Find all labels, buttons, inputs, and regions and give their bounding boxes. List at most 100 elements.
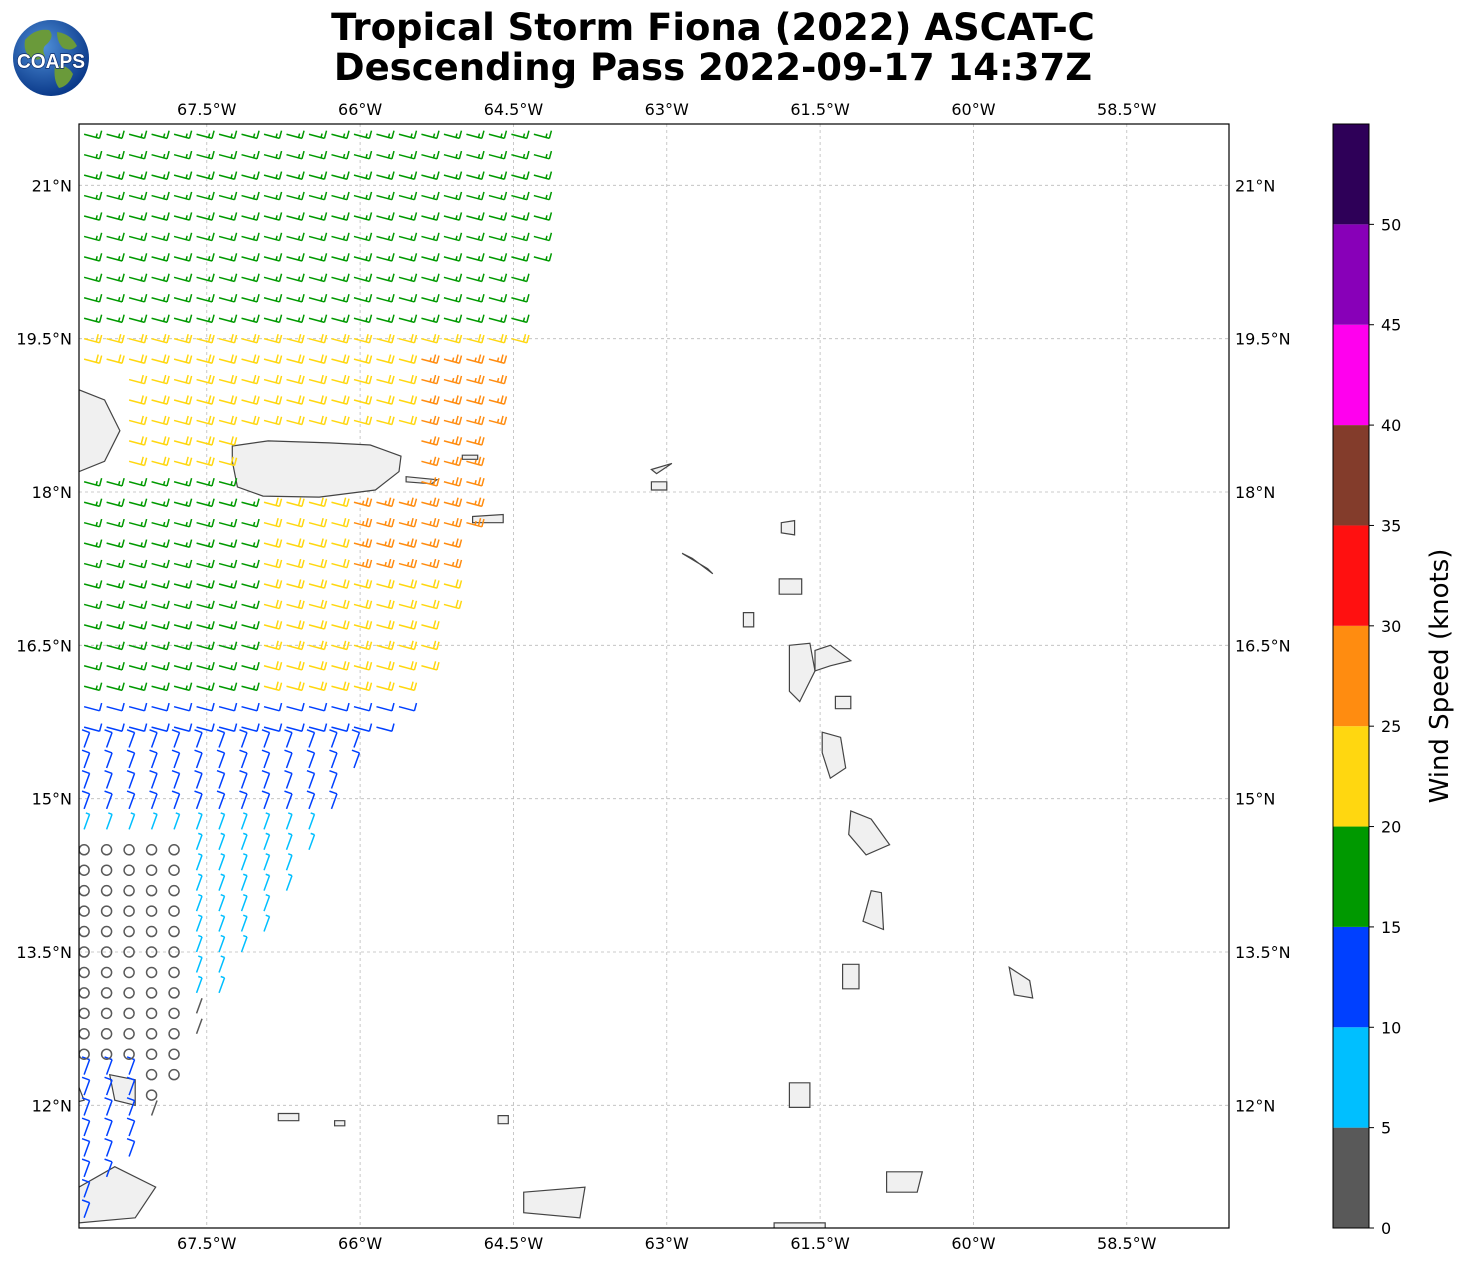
wind-barb [240, 934, 248, 953]
wind-barb [173, 477, 193, 487]
wind-barb [331, 333, 350, 344]
wind-barb [286, 681, 305, 692]
wind-barb [173, 253, 193, 262]
wind-barb [533, 212, 553, 221]
wind-barb [104, 749, 113, 769]
wind-barb [196, 150, 215, 160]
wind-barb [466, 436, 485, 446]
wind-barb [443, 191, 463, 201]
wind-barb [83, 293, 103, 303]
wind-barb [331, 538, 350, 548]
wind-barb [83, 333, 103, 344]
wind-barb [421, 497, 440, 508]
land-dominica [821, 731, 847, 780]
wind-barb [218, 975, 226, 994]
wind-barb [218, 374, 238, 385]
wind-barb [151, 293, 170, 303]
wind-barb [173, 600, 193, 610]
chart-title: Tropical Storm Fiona (2022) ASCAT-C Desc… [0, 8, 1426, 88]
wind-barb [286, 273, 305, 283]
wind-barb [151, 600, 170, 610]
lon-label-top: 63°W [645, 100, 689, 119]
wind-barb [398, 273, 418, 283]
wind-barb [511, 130, 530, 140]
wind-barb [196, 395, 215, 405]
wind-barb [398, 558, 418, 569]
wind-barb [128, 702, 148, 712]
wind-barb [100, 1048, 113, 1060]
wind-barb [263, 723, 283, 732]
wind-barb [195, 832, 203, 851]
lon-label-bottom: 67.5°W [177, 1234, 237, 1253]
wind-barb [331, 661, 350, 671]
wind-barb [353, 333, 373, 344]
lat-label-left: 16.5°N [16, 636, 72, 655]
wind-barb [168, 884, 180, 897]
wind-barb [286, 538, 305, 548]
wind-barb [241, 314, 260, 324]
wind-barb [81, 769, 91, 789]
wind-barb [331, 558, 350, 569]
wind-barb [466, 273, 485, 283]
wind-barb [83, 702, 103, 712]
land-la-orchila [334, 1120, 346, 1127]
wind-barb [353, 661, 373, 671]
wind-barb [398, 333, 418, 344]
wind-barb [241, 498, 260, 508]
wind-barb [376, 191, 395, 201]
wind-barb [329, 729, 338, 748]
wind-barb [151, 580, 170, 589]
wind-barb [128, 682, 148, 692]
coaps-logo: COAPS [13, 20, 89, 96]
wind-barb [353, 212, 373, 221]
wind-barb [421, 354, 440, 364]
wind-barb [488, 150, 508, 160]
wind-barb [128, 191, 148, 201]
wind-barb [331, 273, 350, 283]
lat-label-left: 18°N [32, 483, 72, 502]
wind-barb [173, 374, 193, 385]
wind-barb [239, 790, 248, 810]
wind-barb [128, 415, 148, 426]
wind-barb [284, 749, 293, 769]
wind-barb [195, 812, 203, 830]
lon-label-bottom: 66°W [338, 1234, 382, 1253]
lon-label-top: 61.5°W [790, 100, 850, 119]
wind-barb [353, 395, 373, 405]
wind-barb [241, 580, 260, 589]
wind-barb [443, 599, 463, 610]
wind-barb [533, 191, 553, 201]
wind-barb [511, 333, 530, 344]
wind-barb [106, 559, 125, 569]
wind-barb [376, 395, 395, 405]
colorbar-tick-label: 20 [1381, 818, 1401, 837]
wind-barb [263, 681, 283, 692]
wind-barb [168, 1048, 180, 1060]
wind-barb [218, 293, 238, 303]
wind-barb [106, 232, 125, 242]
wind-barb [511, 212, 530, 221]
wind-barb [263, 150, 283, 160]
wind-barb [376, 681, 395, 692]
land-montserrat [742, 612, 755, 628]
wind-barb [106, 171, 125, 180]
wind-barb [398, 395, 418, 405]
wind-barb [331, 681, 350, 692]
wind-barb [376, 171, 395, 180]
wind-barb [285, 853, 293, 871]
wind-barb [195, 1018, 203, 1035]
wind-barb [398, 150, 418, 160]
wind-barb [104, 1137, 113, 1157]
wind-barb [353, 374, 373, 385]
wind-barb [443, 436, 463, 446]
wind-barb [398, 171, 418, 180]
wind-barb [218, 580, 238, 589]
wind-barb [168, 925, 180, 938]
gridlines [79, 124, 1229, 1228]
wind-barb [196, 374, 215, 385]
wind-barb [488, 253, 508, 262]
wind-barb [286, 640, 305, 651]
wind-barb [286, 702, 305, 712]
wind-barb [443, 150, 463, 160]
wind-barb [149, 729, 158, 748]
